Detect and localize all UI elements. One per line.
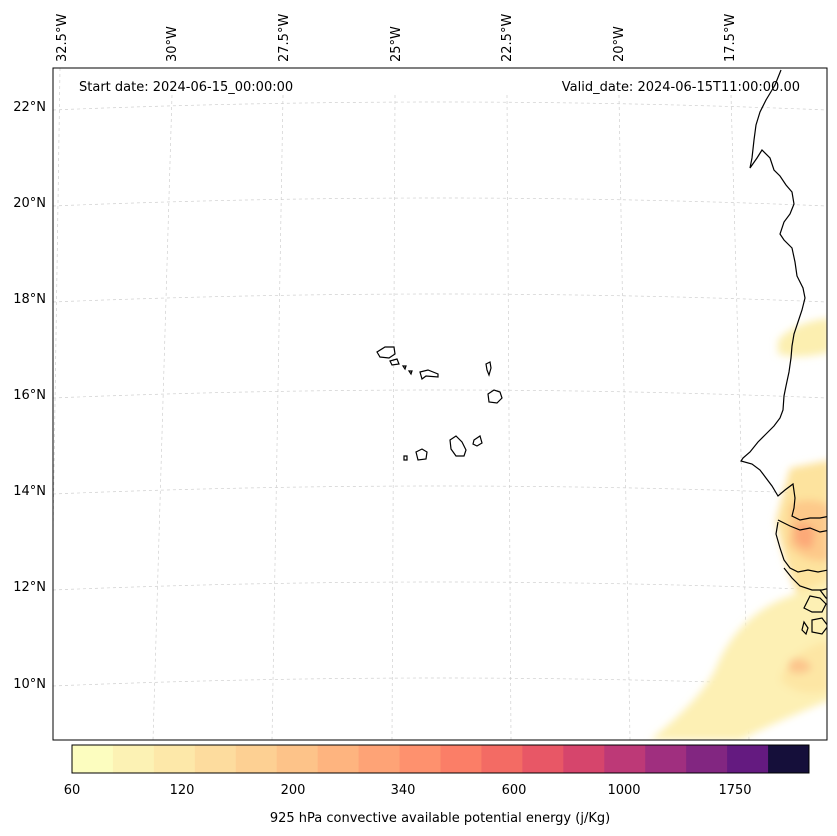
lon-label: 27.5°W	[277, 14, 292, 62]
colorbar-tick-label: 340	[391, 783, 416, 798]
colorbar-segment	[522, 745, 564, 773]
map-gridlines	[53, 68, 827, 740]
colorbar-tick-label: 120	[170, 783, 195, 798]
colorbar-segment	[399, 745, 441, 773]
colorbar-tick-label: 60	[64, 783, 81, 798]
lat-label: 12°N	[13, 580, 46, 595]
lat-label: 22°N	[13, 100, 46, 115]
colorbar-segment	[686, 745, 728, 773]
colorbar-frame	[71, 744, 810, 774]
colorbar-tick-label: 200	[281, 783, 306, 798]
colorbar	[72, 745, 810, 773]
colorbar-segment	[194, 745, 237, 773]
longitude-labels: 32.5°W 30°W 27.5°W 25°W 22.5°W 20°W 17.5…	[55, 14, 738, 62]
colorbar-title: 925 hPa convective available potential e…	[270, 811, 610, 826]
lat-label: 20°N	[13, 196, 46, 211]
colorbar-segment	[481, 745, 523, 773]
colorbar-tick-label: 600	[502, 783, 527, 798]
colorbar-segment	[358, 745, 401, 773]
map-plot-area	[53, 68, 827, 740]
cape-shading	[650, 318, 827, 740]
lon-label: 20°W	[612, 26, 627, 62]
colorbar-tick-label: 1750	[718, 783, 751, 798]
lat-label: 18°N	[13, 292, 46, 307]
colorbar-segment	[440, 745, 482, 773]
lon-label: 32.5°W	[55, 14, 70, 62]
colorbar-segment	[112, 745, 155, 773]
colorbar-segment	[276, 745, 319, 773]
valid-date-label: Valid_date: 2024-06-15T11:00:00.00	[562, 80, 800, 95]
colorbar-segment	[235, 745, 278, 773]
latitude-labels: 22°N 20°N 18°N 16°N 14°N 12°N 10°N	[13, 100, 46, 692]
lat-label: 16°N	[13, 388, 46, 403]
colorbar-segment	[153, 745, 196, 773]
lon-label: 30°W	[165, 26, 180, 62]
lat-label: 14°N	[13, 484, 46, 499]
lon-label: 17.5°W	[723, 14, 738, 62]
coastline	[740, 69, 827, 636]
colorbar-segment	[72, 745, 114, 773]
lon-label: 25°W	[389, 26, 404, 62]
lon-label: 22.5°W	[500, 14, 515, 62]
colorbar-segment	[563, 745, 605, 773]
start-date-label: Start date: 2024-06-15_00:00:00	[79, 80, 293, 95]
colorbar-segment	[768, 745, 810, 773]
colorbar-segment	[727, 745, 769, 773]
cape-verde-islands	[376, 346, 503, 461]
colorbar-segment	[645, 745, 687, 773]
map-frame	[52, 67, 828, 741]
lat-label: 10°N	[13, 677, 46, 692]
colorbar-ticks: 60 120 200 340 600 1000 1750	[64, 783, 752, 798]
colorbar-tick-label: 1000	[607, 783, 640, 798]
colorbar-segment	[604, 745, 646, 773]
colorbar-segment	[317, 745, 360, 773]
